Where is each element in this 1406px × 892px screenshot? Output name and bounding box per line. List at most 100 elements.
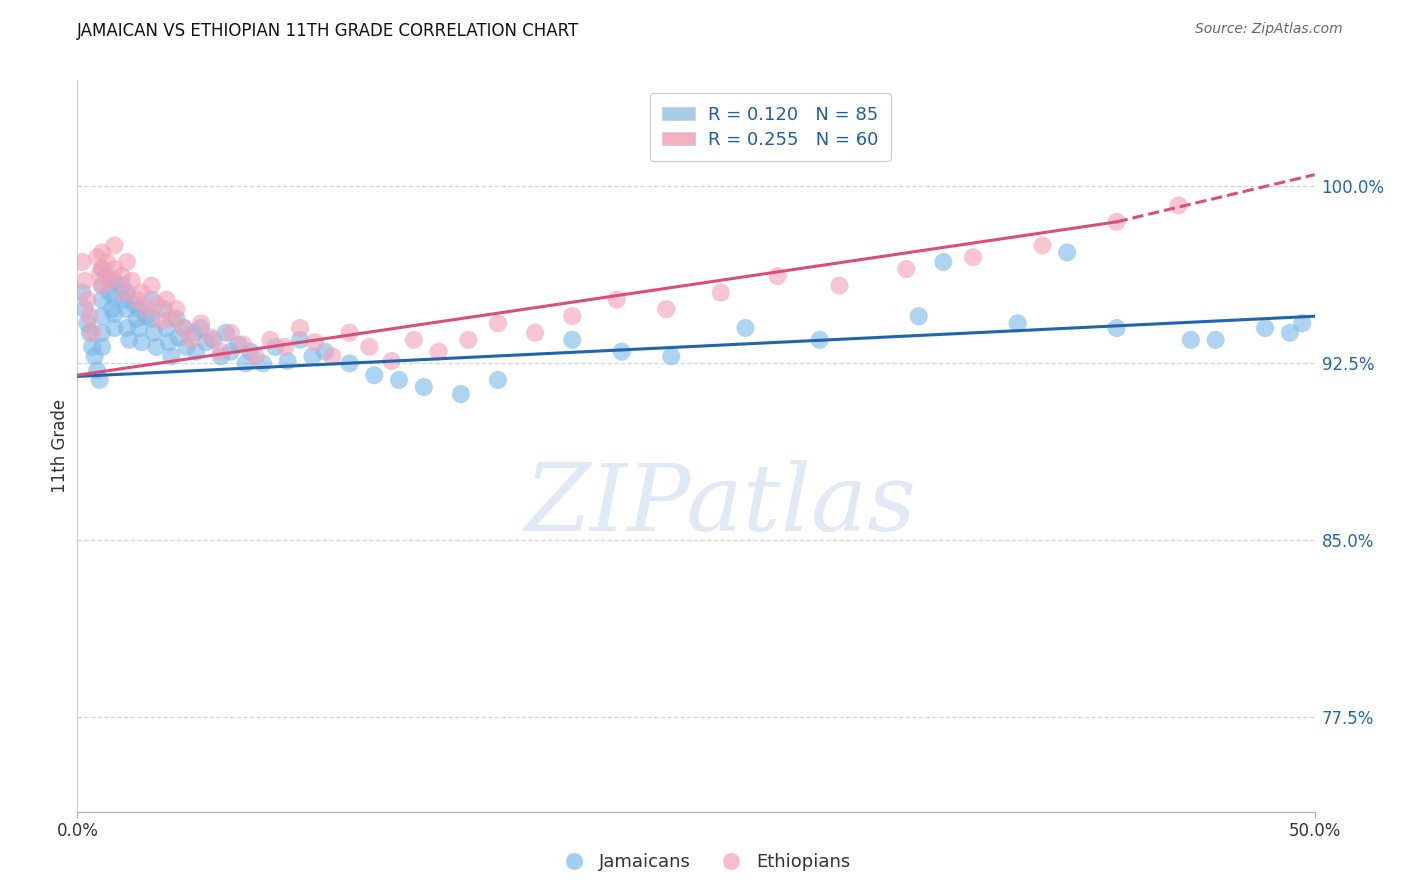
Point [277, 354, 299, 368]
Point [115, 285, 138, 300]
Point [239, 344, 262, 359]
Y-axis label: 11th Grade: 11th Grade [51, 399, 69, 493]
Point [91, 262, 114, 277]
Point [101, 302, 124, 317]
Point [153, 302, 176, 317]
Point [561, 333, 583, 347]
Point [321, 349, 343, 363]
Point [427, 344, 450, 359]
Point [128, 302, 150, 317]
Point [264, 340, 287, 354]
Point [125, 311, 148, 326]
Point [200, 330, 222, 344]
Point [486, 316, 509, 330]
Point [111, 269, 134, 284]
Point [1254, 321, 1277, 335]
Point [524, 326, 547, 340]
Point [219, 344, 242, 359]
Point [91, 340, 114, 354]
Point [73, 302, 96, 317]
Point [190, 316, 212, 330]
Point [121, 274, 143, 288]
Point [89, 373, 111, 387]
Point [259, 333, 281, 347]
Point [131, 285, 153, 300]
Point [209, 344, 232, 359]
Point [655, 302, 678, 317]
Point [115, 255, 138, 269]
Point [103, 307, 125, 321]
Point [131, 335, 153, 350]
Point [122, 297, 145, 311]
Point [190, 321, 212, 335]
Point [1007, 316, 1029, 330]
Point [76, 316, 98, 330]
Point [1031, 238, 1053, 252]
Text: JAMAICAN VS ETHIOPIAN 11TH GRADE CORRELATION CHART: JAMAICAN VS ETHIOPIAN 11TH GRADE CORRELA… [77, 22, 579, 40]
Point [486, 373, 509, 387]
Point [141, 311, 163, 326]
Point [165, 302, 187, 317]
Point [86, 363, 108, 377]
Point [103, 238, 125, 252]
Point [174, 340, 197, 354]
Point [828, 278, 851, 293]
Point [83, 349, 105, 363]
Point [141, 293, 163, 307]
Point [1167, 198, 1189, 212]
Point [118, 333, 141, 347]
Point [766, 269, 789, 284]
Point [1291, 316, 1313, 330]
Point [82, 340, 104, 354]
Legend: R = 0.120   N = 85, R = 0.255   N = 60: R = 0.120 N = 85, R = 0.255 N = 60 [650, 93, 890, 161]
Point [157, 335, 180, 350]
Point [167, 330, 190, 344]
Point [381, 354, 404, 368]
Point [388, 373, 411, 387]
Point [115, 302, 138, 317]
Point [73, 274, 96, 288]
Point [143, 326, 166, 340]
Point [1180, 333, 1202, 347]
Point [457, 333, 479, 347]
Point [219, 326, 242, 340]
Point [96, 255, 118, 269]
Point [91, 278, 114, 293]
Point [288, 321, 311, 335]
Point [79, 310, 101, 324]
Point [412, 380, 434, 394]
Point [155, 321, 177, 335]
Point [173, 321, 195, 335]
Text: Source: ZipAtlas.com: Source: ZipAtlas.com [1195, 22, 1343, 37]
Point [339, 356, 361, 370]
Point [339, 326, 361, 340]
Point [659, 349, 682, 363]
Point [896, 262, 918, 277]
Point [610, 344, 633, 359]
Point [91, 310, 114, 324]
Point [111, 278, 134, 293]
Point [150, 314, 173, 328]
Point [125, 293, 148, 307]
Point [184, 344, 207, 359]
Point [962, 250, 984, 264]
Point [450, 387, 472, 401]
Point [1278, 326, 1301, 340]
Point [91, 293, 114, 307]
Point [363, 368, 385, 383]
Point [195, 335, 218, 350]
Point [72, 285, 94, 300]
Point [91, 245, 114, 260]
Text: ZIPatlas: ZIPatlas [524, 459, 917, 549]
Point [932, 255, 955, 269]
Point [155, 293, 177, 307]
Point [173, 321, 195, 335]
Point [1205, 333, 1227, 347]
Point [808, 333, 831, 347]
Point [72, 255, 94, 269]
Point [112, 293, 135, 307]
Legend: Jamaicans, Ethiopians: Jamaicans, Ethiopians [548, 847, 858, 879]
Point [115, 321, 138, 335]
Point [1056, 245, 1078, 260]
Point [606, 293, 628, 307]
